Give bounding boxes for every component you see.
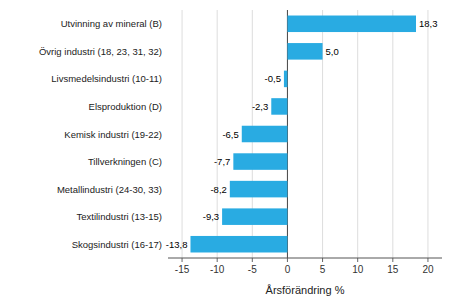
bar xyxy=(284,71,288,88)
bar xyxy=(222,208,287,225)
bar xyxy=(230,181,288,198)
category-label: Textilindustri (13-15) xyxy=(76,211,162,222)
data-labels: -13,8 -9,3 -8,2 -7,7 -6,5 -2,3 -0,5 5,0 18,3 xyxy=(166,18,438,249)
tick-mark xyxy=(357,258,358,262)
data-label: 18,3 xyxy=(419,18,438,29)
tick-label: 20 xyxy=(422,264,434,275)
grid-line xyxy=(427,10,428,258)
tick-label: 5 xyxy=(320,264,326,275)
bars xyxy=(190,16,416,253)
data-label: -7,7 xyxy=(214,156,230,167)
tick-mark xyxy=(427,258,428,262)
data-label: -6,5 xyxy=(222,129,238,140)
category-label: Metallindustri (24-30, 33) xyxy=(57,184,162,195)
tick-label: -5 xyxy=(248,264,257,275)
tick-label: -10 xyxy=(210,264,225,275)
data-label: -2,3 xyxy=(252,101,268,112)
data-label: -9,3 xyxy=(203,211,219,222)
tick-mark xyxy=(252,258,253,262)
category-label: Elsproduktion (D) xyxy=(89,101,162,112)
grid-line xyxy=(182,10,183,258)
category-label: Kemisk industri (19-22) xyxy=(64,129,162,140)
chart: -15 -10 -5 0 5 10 15 20 Skogsindustri (16-17) Tex… xyxy=(0,0,454,302)
x-grid xyxy=(182,10,428,258)
bar xyxy=(233,153,287,170)
tick-mark xyxy=(287,258,288,262)
x-axis-label: Årsförändring % xyxy=(266,284,345,296)
data-label: -13,8 xyxy=(166,239,188,250)
tick-mark xyxy=(182,258,183,262)
grid-line xyxy=(392,10,393,258)
bar xyxy=(287,43,322,60)
bar xyxy=(271,98,287,115)
x-axis-line xyxy=(168,258,442,259)
category-label: Tillverkningen (C) xyxy=(88,156,162,167)
x-ticks: -15 -10 -5 0 5 10 15 20 xyxy=(175,258,434,275)
bar xyxy=(242,126,288,143)
data-label: -0,5 xyxy=(265,73,281,84)
category-label: Livsmedelsindustri (10-11) xyxy=(51,73,162,84)
tick-label: 10 xyxy=(352,264,364,275)
data-label: -8,2 xyxy=(210,184,226,195)
grid-line xyxy=(357,10,358,258)
category-label: Övrig industri (18, 23, 31, 32) xyxy=(39,46,162,57)
tick-label: -15 xyxy=(175,264,190,275)
tick-mark xyxy=(322,258,323,262)
tick-label: 0 xyxy=(285,264,291,275)
bar xyxy=(190,236,287,253)
category-label: Utvinning av mineral (B) xyxy=(61,18,162,29)
tick-mark xyxy=(217,258,218,262)
tick-mark xyxy=(392,258,393,262)
y-tick-labels: Skogsindustri (16-17) Textilindustri (13-… xyxy=(39,18,162,249)
tick-label: 15 xyxy=(387,264,399,275)
bar xyxy=(287,16,416,33)
category-label: Skogsindustri (16-17) xyxy=(72,239,162,250)
data-label: 5,0 xyxy=(326,46,339,57)
